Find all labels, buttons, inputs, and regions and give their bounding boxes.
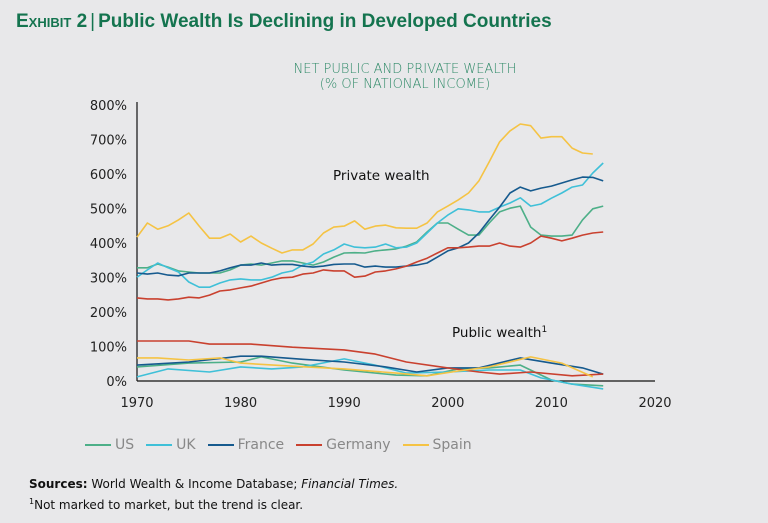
y-tick-label: 400% bbox=[90, 237, 127, 252]
footnote-text: Not marked to market, but the trend is c… bbox=[34, 498, 304, 512]
x-tick-label: 1970 bbox=[120, 396, 153, 411]
legend-label: Germany bbox=[326, 437, 391, 453]
legend-label: UK bbox=[176, 437, 196, 453]
exhibit-title: Exhibit 2 | Public Wealth Is Declining in … bbox=[16, 11, 552, 33]
x-tick-label: 2000 bbox=[431, 396, 464, 411]
sources-text: World Wealth & Income Database; bbox=[87, 477, 302, 491]
x-tick-label: 1990 bbox=[328, 396, 361, 411]
legend-swatch bbox=[207, 444, 234, 446]
y-tick-label: 800% bbox=[90, 99, 127, 114]
private-wealth-line-france bbox=[136, 176, 604, 277]
public-wealth-label: Public wealth bbox=[452, 325, 541, 341]
sources-label: Sources: bbox=[29, 477, 88, 491]
footnote-mark: 1 bbox=[29, 497, 35, 506]
legend-item-spain: Spain bbox=[402, 437, 472, 453]
legend-swatch bbox=[402, 444, 429, 446]
legend-item-germany: Germany bbox=[296, 437, 391, 453]
public-wealth-annotation: Public wealth1 bbox=[452, 325, 547, 341]
x-tick-label: 2020 bbox=[638, 396, 671, 411]
legend-label: US bbox=[115, 437, 135, 453]
chart-title-line: NET PUBLIC AND PRIVATE WEALTH bbox=[293, 62, 517, 77]
legend-item-uk: UK bbox=[146, 437, 196, 453]
y-tick-label: 300% bbox=[90, 272, 127, 287]
y-tick-label: 0% bbox=[106, 375, 127, 390]
exhibit-label: Exhibit 2 bbox=[16, 11, 88, 32]
public-wealth-line-spain bbox=[137, 356, 594, 378]
private-wealth-line-uk bbox=[136, 162, 604, 289]
legend-label: France bbox=[237, 437, 285, 453]
axes: 0% 100% 200% 300% 400% 500% 600% 700% 800% 1970 19… bbox=[90, 99, 672, 411]
legend-label: Spain bbox=[432, 437, 472, 453]
series-lines bbox=[136, 123, 604, 390]
chart-subtitle: (% OF NATIONAL INCOME) bbox=[319, 77, 491, 92]
title-divider: | bbox=[90, 11, 96, 32]
y-tick-label: 100% bbox=[90, 341, 127, 356]
footnote: 1Not marked to market, but the trend is … bbox=[29, 493, 398, 514]
public-wealth-line-france bbox=[136, 355, 604, 375]
private-wealth-line-spain bbox=[136, 123, 593, 254]
y-tick-label: 200% bbox=[90, 306, 127, 321]
legend-swatch bbox=[146, 444, 173, 446]
page-title: Public Wealth Is Declining in Developed … bbox=[98, 11, 552, 32]
x-tick-label: 2010 bbox=[535, 396, 568, 411]
legend-item-us: US bbox=[85, 437, 134, 453]
legend-swatch bbox=[296, 444, 323, 446]
private-wealth-line-us bbox=[137, 205, 604, 274]
y-tick-label: 500% bbox=[90, 203, 127, 218]
sources-italic: Financial Times. bbox=[301, 477, 399, 491]
private-wealth-annotation: Private wealth bbox=[333, 168, 430, 184]
public-wealth-line-germany bbox=[137, 340, 604, 377]
y-tick-label: 700% bbox=[90, 134, 127, 149]
sources-line: Sources: World Wealth & Income Database;… bbox=[29, 476, 398, 493]
sources-note: Sources: World Wealth & Income Database;… bbox=[29, 476, 398, 514]
legend-swatch bbox=[85, 444, 111, 446]
chart-title: NET PUBLIC AND PRIVATE WEALTH (% OF NATI… bbox=[200, 62, 610, 92]
legend: US UK France Germany Spain bbox=[85, 437, 472, 453]
private-wealth-line-germany bbox=[136, 231, 604, 301]
y-tick-label: 600% bbox=[90, 168, 127, 183]
footnote-superscript: 1 bbox=[541, 325, 547, 335]
x-tick-label: 1980 bbox=[224, 396, 257, 411]
legend-item-france: France bbox=[207, 437, 285, 453]
public-wealth-line-us bbox=[136, 356, 604, 387]
